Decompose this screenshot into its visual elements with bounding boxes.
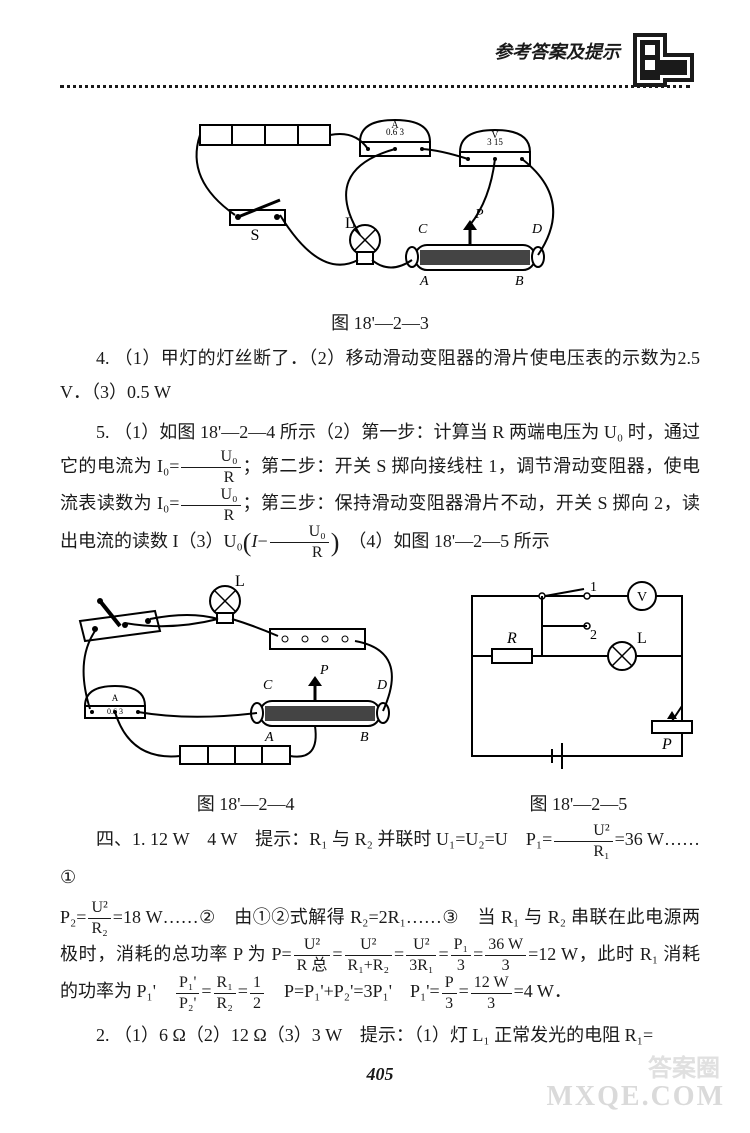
svg-text:C: C xyxy=(418,222,428,237)
frac-u2-r12: U²R₁+R₂ xyxy=(345,937,393,974)
watermark-logo: 答案圈 xyxy=(648,1048,720,1083)
svg-text:V: V xyxy=(637,590,647,605)
frac-p1-3: P₁3 xyxy=(451,937,471,974)
section-iv-2: P₂=U²R₂=18 W……② 由①②式解得 R₂=2R₁……③ 当 R₁ 与 … xyxy=(60,900,700,1012)
iv-a: 四、1. 12 W 4 W 提示：R₁ 与 R₂ 并联时 U₁=U₂=U P₁= xyxy=(96,829,552,849)
svg-text:D: D xyxy=(376,678,387,693)
frac-u2-r2: U²R₂ xyxy=(88,900,110,937)
svg-text:P: P xyxy=(661,736,672,753)
frac-rr: R₁R₂ xyxy=(214,975,236,1012)
frac-half: 12 xyxy=(250,975,264,1012)
svg-text:2: 2 xyxy=(590,628,597,643)
iv-n: =4 W． xyxy=(514,981,572,1001)
svg-text:L: L xyxy=(637,630,647,647)
section-iv-1: 四、1. 12 W 4 W 提示：R₁ 与 R₂ 并联时 U₁=U₂=U P₁=… xyxy=(60,822,700,893)
frac-36w-3: 36 W3 xyxy=(485,937,526,974)
svg-text:A: A xyxy=(112,693,119,703)
frac-pp: P₁'P₂' xyxy=(176,975,199,1012)
header-label: 参考答案及提示 xyxy=(494,38,620,64)
svg-text:V: V xyxy=(491,130,499,141)
frac-12w-3: 12 W3 xyxy=(471,975,512,1012)
svg-text:A: A xyxy=(264,730,274,745)
frac-u2-3r1: U²3R₁ xyxy=(406,937,436,974)
figure-18-2-4: L A 0.6 3 P C D A B xyxy=(60,571,431,816)
figure-18-2-4-caption: 图 18'—2—4 xyxy=(60,790,431,816)
svg-text:B: B xyxy=(360,730,369,745)
frac-u2-rt: U²R 总 xyxy=(294,937,331,974)
question-4: 4. （1）甲灯的灯丝断了．（2）移动滑动变阻器的滑片使电压表的示数为2.5 V… xyxy=(60,341,700,409)
svg-text:A: A xyxy=(391,120,399,131)
frac-u0-r: U₀R xyxy=(181,449,240,486)
frac-p3: P3 xyxy=(442,975,457,1012)
svg-text:L: L xyxy=(235,573,245,590)
svg-text:D: D xyxy=(531,222,542,237)
q5-text-d: （4）如图 18'—2—5 所示 xyxy=(357,531,549,551)
svg-text:B: B xyxy=(515,274,524,289)
figure-18-2-5: 1 2 V R L xyxy=(457,571,700,816)
frac-u0-r-3: U₀R xyxy=(270,524,329,561)
frac-u2-r1: U²R₁ xyxy=(554,823,612,860)
svg-text:P: P xyxy=(474,207,484,222)
frac-u0-r-2: U₀R xyxy=(181,487,240,524)
question-5: 5. （1）如图 18'—2—4 所示（2）第一步：计算当 R 两端电压为 U₀… xyxy=(60,415,700,561)
header-divider xyxy=(60,85,690,88)
question-2: 2. （1）6 Ω（2）12 Ω（3）3 W 提示：（1）灯 L₁ 正常发光的电… xyxy=(60,1018,700,1052)
svg-text:1: 1 xyxy=(590,580,597,595)
svg-text:S: S xyxy=(251,227,260,244)
svg-text:P: P xyxy=(319,663,329,678)
figure-18-2-5-caption: 图 18'—2—5 xyxy=(457,790,700,816)
iv-l: P=P₁'+P₂'=3P₁' P₁'= xyxy=(266,981,440,1001)
svg-text:R: R xyxy=(506,630,517,647)
iv-c: P₂= xyxy=(60,907,86,927)
svg-text:C: C xyxy=(263,678,273,693)
figure-18-2-3: 0.6 3 A 3 15 V S L P C D xyxy=(60,100,700,335)
watermark-url: MXQE.COM xyxy=(546,1081,725,1113)
figure-18-2-3-caption: 图 18'—2—3 xyxy=(60,309,700,335)
svg-text:A: A xyxy=(419,274,429,289)
